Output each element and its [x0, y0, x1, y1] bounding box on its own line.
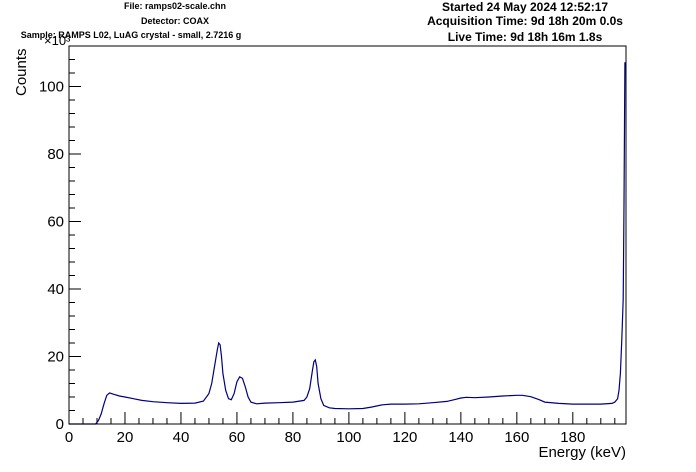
y-axis-label: Counts: [13, 48, 30, 96]
x-tick-label: 140: [448, 429, 473, 446]
x-tick-label: 100: [336, 429, 361, 446]
sample-label: Sample: RAMPS L02, LuAG crystal - small,…: [20, 30, 242, 40]
started-label: Started 24 May 2024 12:52:17: [441, 0, 609, 14]
detector-label: Detector: COAX: [140, 16, 209, 26]
x-tick-label: 120: [392, 429, 417, 446]
x-tick-label: 60: [229, 429, 246, 446]
x-tick-label: 40: [173, 429, 190, 446]
y-tick-label: 0: [56, 416, 64, 433]
x-axis-label: Energy (keV): [538, 444, 626, 461]
y-tick-label: 60: [47, 214, 64, 231]
y-tick-label: 100: [39, 79, 64, 96]
live-time-label: Live Time: 9d 18h 16m 1.8s: [447, 30, 603, 44]
x-tick-label: 20: [117, 429, 134, 446]
y-tick-label: 40: [47, 281, 64, 298]
x-axis-ticks: 0 20 40 60 80 100 120 140 160 180: [65, 412, 616, 446]
x-tick-label: 180: [560, 429, 585, 446]
acquisition-time-label: Acquisition Time: 9d 18h 20m 0.0s: [427, 14, 623, 28]
y-axis-ticks: 0 20 40 60 80 100: [39, 45, 81, 433]
spectrum-series-line: [69, 62, 626, 425]
plot-frame: [68, 45, 627, 425]
x-tick-label: 0: [65, 429, 73, 446]
y-tick-label: 20: [47, 349, 64, 366]
y-tick-label: 80: [47, 146, 64, 163]
x-tick-label: 160: [504, 429, 529, 446]
x-tick-label: 80: [285, 429, 302, 446]
y-axis-exponent: ×10³: [44, 33, 71, 48]
file-label: File: ramps02-scale.chn: [123, 1, 227, 11]
